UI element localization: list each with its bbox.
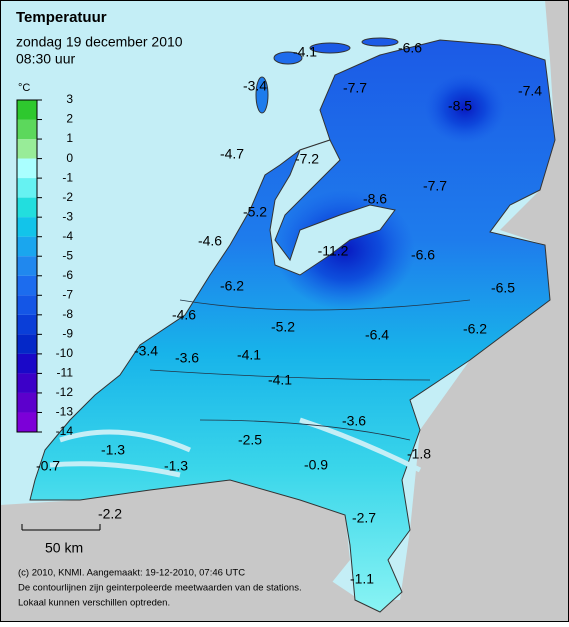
legend-swatch [17,139,37,159]
legend-tick-label: -4 [62,229,73,243]
legend-tick-label: -2 [62,190,73,204]
legend-swatch [17,392,37,413]
legend-swatch [17,217,37,237]
legend-tick-label: -1 [62,170,73,184]
station-value: -4.7 [220,146,244,162]
legend-frame [16,99,38,433]
legend-tick-label: -12 [56,385,74,399]
netherlands [29,37,556,613]
legend-tick-label: 0 [66,151,73,165]
station-value: -4.1 [237,347,261,363]
station-value: -11.2 [318,243,349,259]
title: Temperatuur [16,9,107,26]
station-value: -7.7 [423,178,447,194]
credit: De contourlijnen zijn geinterpoleerde me… [18,583,302,594]
station-value: -8.6 [363,191,387,207]
legend-swatch [17,256,37,276]
legend-tick-label: -7 [62,287,73,301]
legend-swatch [17,158,37,179]
station-value: -1.3 [101,442,125,458]
ijsselmeer [269,139,396,276]
station-value: -6.5 [491,280,515,296]
legend-swatch [17,197,37,218]
legend-unit: °C [18,82,30,94]
legend-swatch [17,275,37,296]
legend-tick-label: 1 [66,131,73,145]
station-value: -1.8 [407,446,431,462]
station-value: -6.4 [365,327,389,343]
legend-tick-label: -8 [62,307,73,321]
legend-tick-label: -11 [57,366,74,380]
legend-tick-label: -6 [62,268,73,282]
station-value: -4.6 [172,307,196,323]
station-value: -6.6 [411,247,435,263]
station-value: -5.2 [243,204,267,220]
neighbour-land [300,0,569,622]
legend-swatch [17,119,37,140]
station-value: -6.6 [398,40,422,56]
station-value: -0.7 [36,458,60,474]
legend-tick-label: -9 [62,327,73,341]
station-value: -3.4 [134,343,158,359]
legend-swatch [17,178,37,198]
station-value: -3.4 [243,78,267,94]
legend-tick-label: 3 [66,92,73,106]
station-value: -0.9 [304,457,328,473]
station-value: -2.7 [352,510,376,526]
station-value: -6.2 [220,278,244,294]
legend-swatch [17,412,37,432]
station-value: -5.2 [271,319,295,335]
station-value: -6.2 [463,321,487,337]
legend-swatch [17,236,37,257]
stations: -4.1 -6.6 -3.4 -7.7 -8.5 -7.4 -4.7 -7.2 -8.6 -7.7… [36,40,542,587]
credit: (c) 2010, KNMI. Aangemaakt: 19-12-2010, … [18,568,245,579]
date: zondag 19 december 2010 [16,34,183,50]
legend-tick-label: -10 [56,346,74,360]
station-value: -8.5 [448,98,472,114]
neighbour-land [0,480,350,622]
station-value: -7.7 [343,80,367,96]
legend-tick-label: -13 [56,405,74,419]
legend-swatch [17,100,37,120]
legend-swatch [17,353,37,374]
station-value: -7.2 [295,151,319,167]
station-value: -1.1 [350,571,374,587]
station-value: -3.6 [175,350,199,366]
station-value: -2.2 [98,506,122,522]
station-value: -3.6 [342,413,366,429]
station-value: -4.1 [268,372,292,388]
station-value: -2.5 [238,432,262,448]
credit: Lokaal kunnen verschillen optreden. [18,598,170,609]
station-value: -4.6 [198,233,222,249]
station-value: -7.4 [518,83,542,99]
legend-swatch [17,373,37,393]
legend-tick-label: -3 [62,209,73,223]
station-value: -4.1 [293,44,317,60]
legend-swatch [17,334,37,354]
legend-tick-label: -5 [62,248,73,262]
legend-tick-label: 2 [66,112,73,126]
scale-label: 50 km [45,540,83,556]
legend-tick-label: -14 [56,424,74,438]
legend-swatch [17,314,37,335]
legend: 3 2 1 0 -1 -2 -3 -4 -5 -6 -7 -8 -9 -10 -11 -12 -13 -14 [16,92,74,438]
time: 08:30 uur [16,51,75,67]
station-value: -1.3 [164,458,188,474]
legend-swatch [17,295,37,315]
